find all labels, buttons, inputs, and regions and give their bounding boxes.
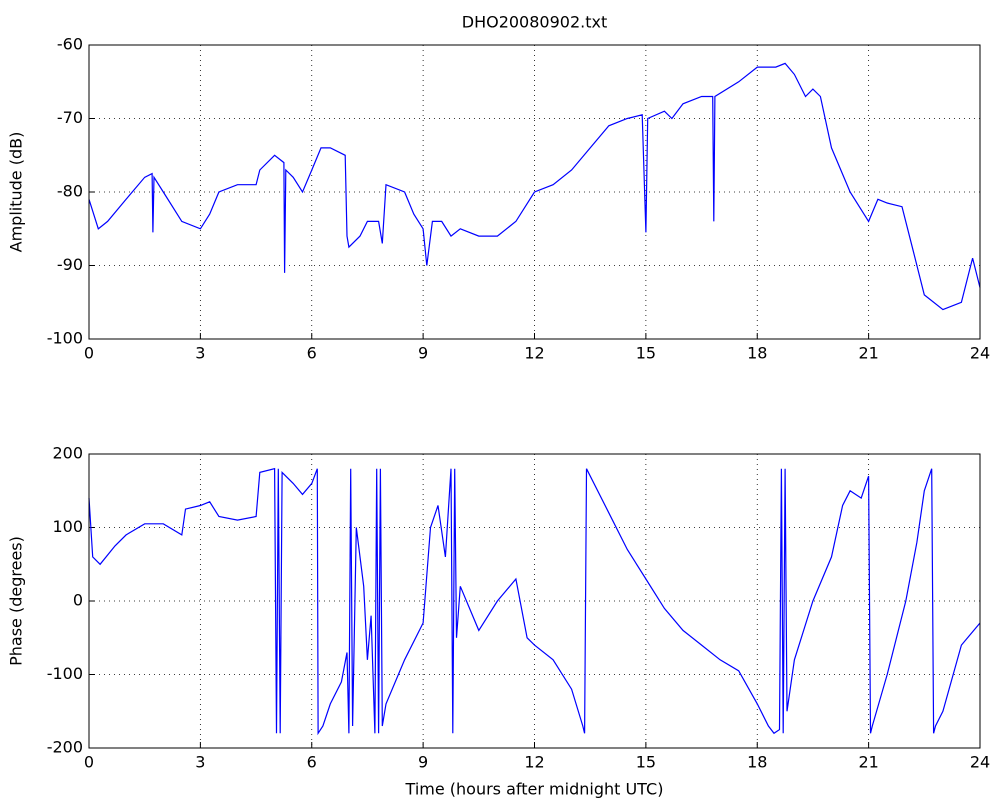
data-line	[88, 467, 981, 736]
x-tick-label: 12	[524, 753, 544, 772]
x-tick-label: 6	[307, 753, 317, 772]
x-tick-label: 18	[747, 753, 767, 772]
x-tick-label: 3	[195, 344, 205, 363]
y-tick-label: 200	[52, 444, 83, 463]
y-axis-label: Amplitude (dB)	[7, 132, 26, 253]
y-tick-label: -200	[47, 738, 83, 757]
chart-title: DHO20080902.txt	[462, 13, 607, 32]
y-tick-label: -60	[57, 35, 83, 54]
y-tick-label: -70	[57, 108, 83, 127]
axes-frame	[88, 44, 981, 340]
y-tick-label: -80	[57, 182, 83, 201]
x-tick-label: 0	[84, 344, 94, 363]
x-tick-label: 21	[858, 344, 878, 363]
x-tick-label: 21	[858, 753, 878, 772]
x-tick-label: 0	[84, 753, 94, 772]
axes-frame	[88, 453, 981, 749]
y-tick-label: -100	[47, 664, 83, 683]
y-tick-label: 0	[73, 591, 83, 610]
x-tick-label: 12	[524, 344, 544, 363]
x-tick-label: 15	[636, 344, 656, 363]
y-axis-label: Phase (degrees)	[7, 536, 26, 666]
x-tick-label: 6	[307, 344, 317, 363]
x-tick-label: 15	[636, 753, 656, 772]
data-line	[88, 62, 981, 311]
x-tick-label: 18	[747, 344, 767, 363]
x-tick-label: 9	[418, 753, 428, 772]
x-axis-label: Time (hours after midnight UTC)	[405, 780, 664, 799]
x-tick-label: 9	[418, 344, 428, 363]
y-tick-label: 100	[52, 517, 83, 536]
y-tick-label: -100	[47, 329, 83, 348]
x-tick-label: 3	[195, 753, 205, 772]
x-tick-label: 24	[970, 753, 990, 772]
y-tick-label: -90	[57, 255, 83, 274]
x-tick-label: 24	[970, 344, 990, 363]
